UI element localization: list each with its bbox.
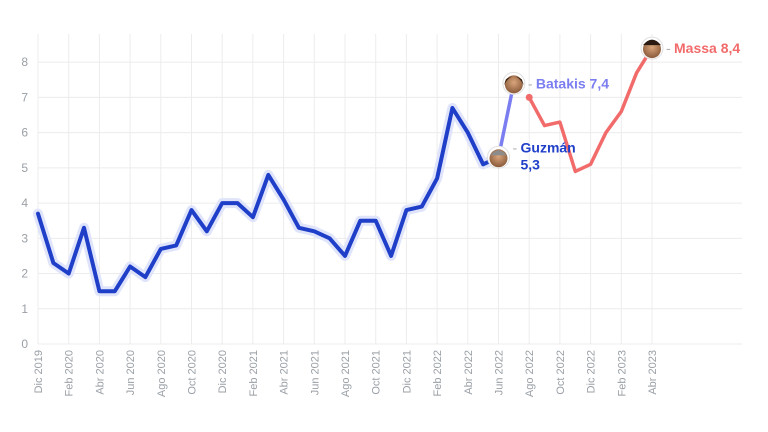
grid-layer	[37, 34, 742, 345]
x-tick-label: Oct 2021	[371, 350, 383, 395]
x-tick-label: Dic 2019	[33, 350, 45, 393]
series-start-point	[525, 93, 533, 101]
y-tick-label: 0	[21, 337, 28, 351]
face-batakis-icon	[502, 71, 526, 95]
y-axis: 0 1 2 3 4 5 6 7 8	[21, 55, 28, 351]
y-tick-label: 4	[21, 196, 28, 210]
x-tick-label: Oct 2022	[555, 350, 567, 395]
x-tick-label: Feb 2022	[432, 350, 444, 396]
avatar-hair	[643, 39, 661, 46]
callout-dash: -	[513, 139, 518, 155]
face-guzman-icon	[487, 145, 510, 169]
x-tick-label: Dic 2021	[401, 350, 413, 393]
x-tick-label: Ago 2020	[156, 350, 168, 397]
callout-label: Massa 8,4	[674, 40, 740, 56]
x-tick-label: Dic 2020	[217, 350, 229, 393]
series-layer	[33, 46, 654, 297]
x-tick-label: Ago 2022	[524, 350, 536, 397]
callout-name: Guzmán	[521, 139, 576, 155]
x-tick-label: Abr 2020	[94, 350, 106, 395]
x-tick-label: Abr 2021	[279, 350, 291, 395]
x-tick-label: Feb 2021	[248, 350, 260, 396]
callout-value: 5,3	[521, 156, 541, 172]
x-tick-label: Abr 2022	[463, 350, 475, 395]
x-tick-label: Jun 2021	[309, 350, 321, 395]
x-tick-label: Oct 2020	[187, 350, 199, 395]
y-tick-label: 1	[21, 302, 28, 316]
x-tick-label: Dic 2022	[586, 350, 598, 393]
x-axis: Dic 2019 Feb 2020 Abr 2020 Jun 2020 Ago 2020…	[33, 350, 659, 397]
x-tick-label: Abr 2023	[647, 350, 659, 395]
avatar-hair	[503, 76, 524, 86]
callout-dash: -	[528, 75, 533, 91]
x-tick-label: Feb 2020	[64, 350, 76, 396]
y-tick-label: 2	[21, 267, 28, 281]
x-tick-label: Jun 2020	[125, 350, 137, 395]
avatar-hair	[490, 150, 507, 156]
y-tick-label: 8	[21, 55, 28, 69]
series-halo	[33, 103, 504, 297]
y-tick-label: 3	[21, 231, 28, 245]
y-tick-label: 5	[21, 161, 28, 175]
avatar-face	[504, 75, 523, 94]
x-tick-label: Ago 2021	[340, 350, 352, 397]
series-line	[36, 106, 501, 294]
y-tick-label: 7	[21, 90, 28, 104]
callout-label: Batakis 7,4	[536, 75, 609, 91]
series-line	[527, 46, 654, 174]
x-tick-label: Feb 2023	[616, 350, 628, 396]
y-tick-label: 6	[21, 126, 28, 140]
series-line	[496, 81, 516, 160]
x-tick-label: Jun 2022	[494, 350, 506, 395]
face-massa-icon	[640, 36, 664, 60]
callout-dash: -	[666, 40, 671, 56]
